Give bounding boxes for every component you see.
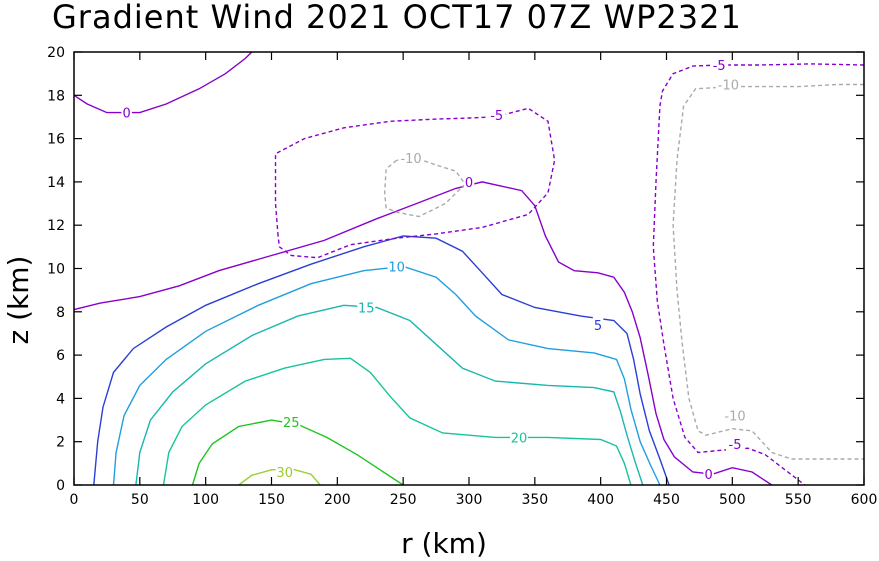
- contour-label-bg: [282, 414, 301, 430]
- x-tick-label-550: 550: [785, 492, 812, 508]
- contour-line-5-2: [93, 235, 670, 486]
- contour-label-text: -5: [729, 438, 742, 453]
- x-tick-label-600: 600: [851, 492, 878, 508]
- contour-line-0-0: [73, 181, 773, 486]
- contour-label-text: 5: [594, 319, 602, 334]
- contour-label-6: 15: [357, 299, 376, 317]
- y-tick-label-8: 8: [56, 305, 65, 321]
- contour-label-bg: [715, 76, 742, 92]
- y-tick-label-0: 0: [56, 478, 65, 494]
- contour-label-1: -5: [487, 106, 506, 124]
- contour-label-7: 20: [510, 429, 528, 446]
- contour-label-text: -10: [718, 79, 739, 94]
- x-tick-label-500: 500: [719, 492, 746, 508]
- contour-line-neg5-10: [652, 63, 865, 486]
- y-tick-label-4: 4: [56, 391, 65, 407]
- contour-label-4: 5: [592, 316, 604, 334]
- y-tick-label-6: 6: [56, 348, 65, 364]
- contour-line-0-1: [73, 51, 253, 114]
- chart-title: Gradient Wind 2021 OCT17 07Z WP2321: [52, 0, 742, 36]
- y-tick-label-2: 2: [56, 435, 65, 451]
- contour-line-20-5: [162, 357, 632, 486]
- contour-label-text: -5: [713, 59, 726, 74]
- axis-ticks-layer: 0 50 100 150 200 250 300 350 400 450 500 550 6000246…: [47, 45, 877, 508]
- contour-label-14: 0: [703, 466, 714, 483]
- y-tick-label-12: 12: [47, 218, 65, 234]
- x-tick-label-200: 200: [324, 492, 351, 508]
- y-axis-title: z (km): [2, 256, 35, 345]
- contour-line-15-4: [135, 304, 644, 486]
- contour-label-3: 0: [463, 173, 475, 191]
- contour-label-5: 10: [387, 258, 406, 275]
- contour-label-8: 25: [282, 414, 301, 431]
- contour-label-2: -10: [398, 150, 424, 167]
- contour-label-text: -10: [400, 152, 421, 167]
- x-tick-label-450: 450: [653, 492, 680, 508]
- y-tick-label-18: 18: [47, 88, 65, 104]
- contour-label-text: -10: [724, 410, 745, 425]
- contour-label-0: 0: [121, 104, 132, 122]
- y-tick-label-14: 14: [47, 175, 65, 191]
- contour-label-bg: [703, 466, 714, 482]
- x-tick-label-150: 150: [258, 492, 285, 508]
- contour-label-text: -5: [490, 109, 503, 124]
- contour-label-text: 15: [358, 302, 375, 317]
- x-tick-label-100: 100: [192, 492, 219, 508]
- contour-label-bg: [726, 435, 744, 451]
- x-tick-label-350: 350: [521, 492, 548, 508]
- contour-line-neg5-8: [274, 107, 556, 259]
- y-tick-label-16: 16: [47, 132, 65, 148]
- contour-line-10-3: [112, 265, 661, 486]
- contour-line-neg10-9: [383, 157, 467, 218]
- y-tick-label-20: 20: [47, 45, 65, 61]
- contour-label-10: -5: [710, 57, 729, 74]
- contour-label-bg: [398, 150, 424, 166]
- contour-label-bg: [463, 173, 475, 189]
- contour-label-bg: [357, 299, 376, 315]
- x-tick-label-250: 250: [390, 492, 417, 508]
- contour-label-bg: [510, 429, 528, 445]
- contour-label-bg: [710, 57, 729, 72]
- x-tick-label-300: 300: [456, 492, 483, 508]
- x-tick-label-0: 0: [70, 492, 79, 508]
- contour-label-text: 0: [465, 176, 473, 191]
- contour-label-text: 30: [276, 466, 293, 481]
- contour-labels-layer: 0 -5 -10 0 5 10 15 20 25 30 -5 -10 -10 -5 0: [121, 57, 748, 483]
- contour-label-text: 0: [704, 468, 712, 483]
- contour-label-11: -10: [715, 76, 742, 94]
- contour-label-text: 25: [283, 416, 300, 431]
- contour-label-bg: [487, 106, 506, 122]
- contour-label-bg: [387, 258, 406, 274]
- contour-label-text: 20: [511, 431, 528, 446]
- x-axis-title: r (km): [401, 527, 487, 560]
- contour-label-13: -5: [726, 435, 744, 453]
- contour-label-bg: [275, 464, 294, 479]
- contour-label-text: 0: [123, 107, 131, 122]
- contour-line-neg10-11: [672, 83, 864, 460]
- contour-label-bg: [722, 407, 748, 423]
- contour-label-12: -10: [722, 407, 748, 425]
- contour-label-9: 30: [275, 464, 294, 481]
- x-tick-label-400: 400: [587, 492, 614, 508]
- x-tick-label-50: 50: [131, 492, 149, 508]
- y-tick-label-10: 10: [47, 262, 65, 278]
- contour-label-text: 10: [388, 260, 405, 275]
- contour-label-bg: [592, 316, 604, 332]
- contour-label-bg: [121, 104, 132, 120]
